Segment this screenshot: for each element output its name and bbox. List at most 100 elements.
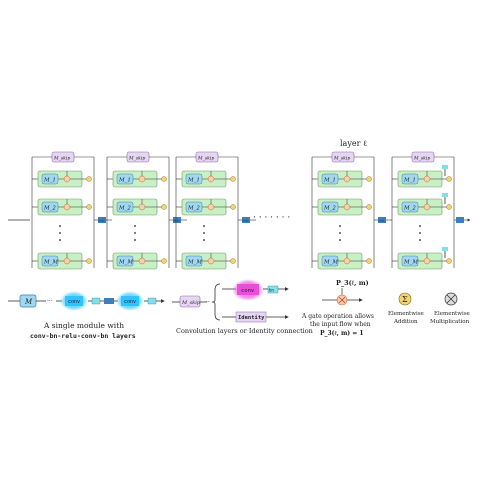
residual-block: M_skip M_1 M_2 M_M relu [175,151,256,270]
residual-block: M_skip M_1 M_2 M_M relu [106,151,187,270]
add-circle [86,204,92,210]
ellipsis-between-blocks: · · · · · · · [253,213,290,223]
legend-mul-caption-2: Multiplication [430,319,470,325]
legend-dots: ··· [47,298,53,305]
gate-indicator [442,165,448,169]
relu-box [98,217,106,223]
module-label: M_M [323,260,338,266]
gate-circle [207,203,215,211]
legend-add-caption-2: Addition [393,319,418,325]
add-circle [230,204,236,210]
add-circle [366,204,372,210]
legend-brace [211,283,221,321]
legend-bn-box-1 [91,297,101,305]
legend-skip-symbol: M_skip [181,300,201,306]
residual-block: M_skip M_1 M_2 M_M relu [31,151,112,270]
module-label: M_1 [118,178,131,184]
gate-circle [63,257,71,265]
legend-conv-pink-box [237,284,259,295]
skip-module-label: M_skip [413,156,430,162]
add-circle [86,258,92,264]
gate-circle [343,175,351,183]
legend-module-caption-1: A single module with [43,321,124,330]
skip-module-label: M_skip [53,156,70,162]
gate-circle [138,203,146,211]
module-label: M_2 [403,206,416,212]
legend-identity-label: Identity [238,315,265,321]
add-circle [446,176,452,182]
module-label: M_1 [323,178,336,184]
relu-box [242,217,250,223]
legend-conv-label-1: conv [68,299,80,305]
legend-skip: M_skip ·· conv bn Identity Convolution l… [172,279,313,335]
legend-add-caption-1: Elementwise [388,311,424,317]
module-label: M_M [187,260,202,266]
module-label: M_2 [187,206,200,212]
module-label: M_1 [403,178,416,184]
skip-module-label: M_skip [128,156,145,162]
add-circle [161,258,167,264]
module-label: M_M [403,260,418,266]
legend-gate-symbol: P_3(ℓ, m) [336,279,369,287]
residual-block: M_skip M_1 M_2 M_M relu [311,151,392,270]
module-label: M_2 [118,206,131,212]
gate-circle [207,175,215,183]
skip-module-label: M_skip [333,156,350,162]
add-circle [161,204,167,210]
add-circle [86,176,92,182]
add-circle [366,176,372,182]
legend-skip-caption: Convolution layers or Identity connectio… [176,327,313,335]
legend-mul-caption-1: Elementwise [434,311,470,317]
legend-conv-label-2: conv [124,299,136,305]
gate-circle [207,257,215,265]
legend-bn-box-2 [147,297,157,305]
gate-circle [423,257,431,265]
legend-skip-dots: ·· [206,299,210,306]
gate-circle [63,203,71,211]
gate-indicator [442,247,448,251]
legend-add-circle [398,292,412,306]
legend-bn-option-box [267,285,279,294]
gate-circle [343,203,351,211]
add-circle [446,258,452,264]
legend-multiplication: Elementwise Multiplication [430,292,470,325]
skip-module-label: M_skip [197,156,214,162]
legend-module-caption-2: conv-bn-relu-conv-bn layers [30,332,136,340]
relu-box [173,217,181,223]
legend-gate: P_3(ℓ, m) A gate operation allows the in… [301,279,374,337]
legend-module: M ··· conv conv A single module with con… [8,291,165,340]
relu-label: relu [99,219,105,223]
legend-skip-box [179,295,201,308]
legend-bn-option-label: bn [269,288,274,293]
gate-circle [138,175,146,183]
legend-add-sigma: Σ [402,295,408,304]
legend-relu-box [104,298,114,304]
relu-label: relu [379,219,385,223]
gate-circle [343,257,351,265]
residual-block: M_skip M_1 M_2 M_M [391,151,471,270]
legend-conv-box-2 [121,296,139,306]
module-label: M_M [43,260,58,266]
gate-circle [423,203,431,211]
module-label: M_1 [43,178,56,184]
relu-box [456,217,464,223]
gate-circle [423,175,431,183]
relu-label: relu [174,219,180,223]
legend-gate-caption-1: A gate operation allows [301,313,374,320]
gate-circle [63,175,71,183]
legend-module-symbol: M [24,298,33,306]
add-circle [230,176,236,182]
module-label: M_2 [43,206,56,212]
add-circle [161,176,167,182]
legend-gate-caption-2: the input flow when [310,321,371,328]
legend-conv-pink-label: conv [241,288,255,294]
add-circle [366,258,372,264]
legend-addition: Σ Elementwise Addition [388,292,424,325]
gate-indicator [442,193,448,197]
relu-box [378,217,386,223]
module-label: M_M [118,260,133,266]
legend-conv-box-1 [65,296,83,306]
module-label: M_1 [187,178,200,184]
